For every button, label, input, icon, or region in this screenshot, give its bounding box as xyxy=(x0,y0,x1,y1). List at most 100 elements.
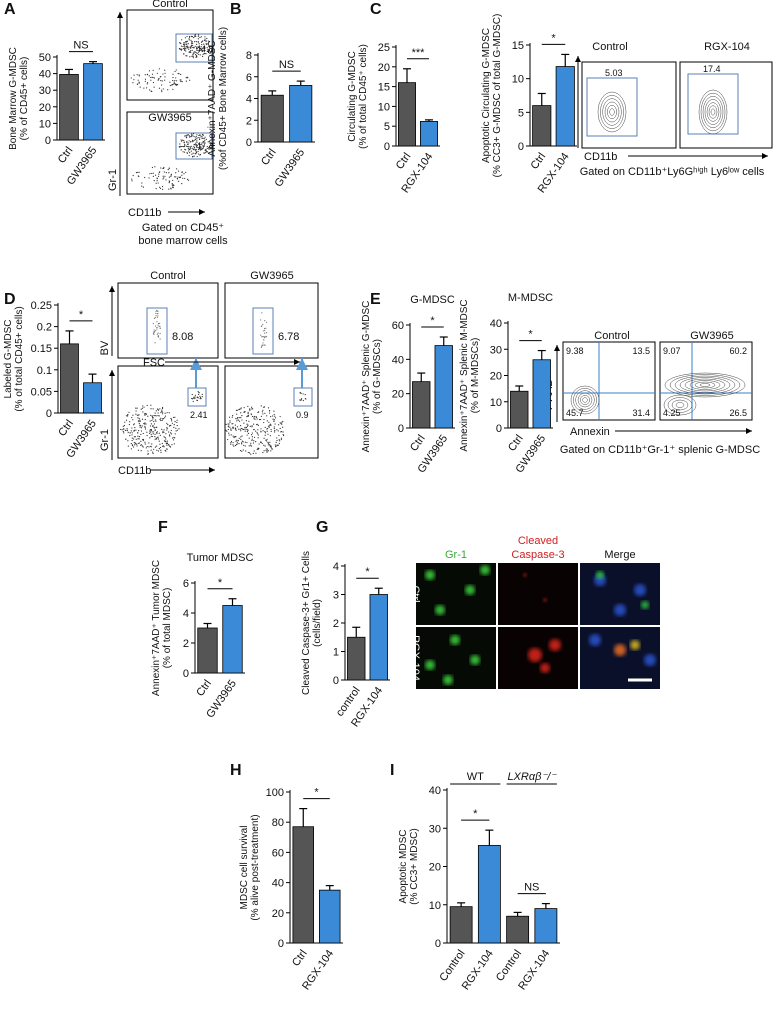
event-dot xyxy=(264,431,266,433)
gate xyxy=(175,132,213,160)
event-dot xyxy=(153,329,155,331)
event-dot xyxy=(199,396,202,399)
event-dot xyxy=(201,396,203,398)
event-dot xyxy=(159,186,161,188)
event-dot xyxy=(154,446,157,448)
event-dot xyxy=(166,426,168,429)
event-dot xyxy=(140,408,142,410)
label: Ctrl xyxy=(409,585,421,602)
event-dot xyxy=(246,434,248,436)
event-dot xyxy=(250,442,252,444)
event-dot xyxy=(233,445,235,447)
y-tick-label: 0 xyxy=(384,141,390,153)
event-dot xyxy=(161,428,163,430)
event-dot xyxy=(158,440,160,442)
event-dot xyxy=(197,38,199,40)
event-dot xyxy=(160,89,163,91)
bar xyxy=(289,85,313,143)
event-dot xyxy=(182,177,184,179)
event-dot xyxy=(278,424,280,426)
event-dot xyxy=(185,41,187,43)
event-dot xyxy=(157,322,160,325)
event-dot xyxy=(155,426,157,429)
event-dot xyxy=(141,418,144,420)
event-dot xyxy=(131,432,133,434)
stain xyxy=(480,565,490,575)
label: FSC xyxy=(143,357,165,369)
event-dot xyxy=(192,57,194,59)
error-bar xyxy=(299,808,308,827)
event-dot xyxy=(169,446,171,448)
event-dot xyxy=(249,425,251,427)
event-dot xyxy=(262,413,264,415)
event-dot xyxy=(194,41,196,43)
event-dot xyxy=(263,444,265,446)
y-axis-label: (% of G-MDSCs) xyxy=(372,339,383,414)
event-dot xyxy=(126,415,129,417)
event-dot xyxy=(260,405,262,407)
event-dot xyxy=(150,404,152,406)
event-dot xyxy=(195,51,197,54)
event-dot xyxy=(253,436,256,438)
event-dot xyxy=(236,439,238,441)
event-dot xyxy=(134,444,136,446)
y-tick-label: 20 xyxy=(392,389,404,401)
event-dot xyxy=(185,55,187,57)
event-dot xyxy=(183,42,185,44)
event-dot xyxy=(181,48,183,50)
event-dot xyxy=(163,431,165,433)
event-dot xyxy=(144,414,146,416)
event-dot xyxy=(161,410,163,413)
event-dot xyxy=(230,434,232,436)
event-dot xyxy=(188,135,190,137)
event-dot xyxy=(143,87,145,89)
bar xyxy=(532,359,551,429)
event-dot xyxy=(188,146,190,148)
event-dot xyxy=(203,45,206,47)
event-dot xyxy=(149,437,151,439)
event-dot xyxy=(185,136,188,138)
event-dot xyxy=(149,431,151,433)
event-dot xyxy=(241,419,243,421)
event-dot xyxy=(184,135,186,137)
event-dot xyxy=(155,330,157,332)
event-dot xyxy=(247,432,250,434)
event-dot xyxy=(185,77,187,79)
event-dot xyxy=(193,146,195,149)
event-dot xyxy=(230,428,232,430)
event-dot xyxy=(184,143,186,146)
event-dot xyxy=(163,177,165,179)
event-dot xyxy=(156,180,158,182)
event-dot xyxy=(257,429,259,431)
event-dot xyxy=(180,145,182,148)
event-dot xyxy=(172,184,174,186)
event-dot xyxy=(198,43,200,45)
event-dot xyxy=(148,70,151,72)
error-bar xyxy=(89,61,97,64)
event-dot xyxy=(159,322,161,324)
event-dot xyxy=(193,155,195,157)
event-dot xyxy=(240,436,242,438)
y-tick-label: 10 xyxy=(378,101,390,113)
event-dot xyxy=(263,330,265,332)
event-dot xyxy=(185,171,187,173)
event-dot xyxy=(158,68,160,70)
contour xyxy=(575,390,595,410)
event-dot xyxy=(192,54,194,56)
y-tick-label: 10 xyxy=(512,74,524,86)
event-dot xyxy=(265,321,268,323)
event-dot xyxy=(203,39,206,42)
event-dot xyxy=(154,174,157,176)
event-dot xyxy=(205,40,207,43)
event-dot xyxy=(266,440,268,442)
event-dot xyxy=(257,424,259,426)
label: 44.8 xyxy=(196,44,214,54)
label: RGX-104 xyxy=(409,635,421,681)
event-dot xyxy=(138,81,140,83)
event-dot xyxy=(152,433,154,435)
event-dot xyxy=(138,438,140,440)
label: 9.07 xyxy=(663,346,681,356)
event-dot xyxy=(227,438,229,441)
y-tick-label: 40 xyxy=(429,785,441,797)
event-dot xyxy=(192,140,194,142)
